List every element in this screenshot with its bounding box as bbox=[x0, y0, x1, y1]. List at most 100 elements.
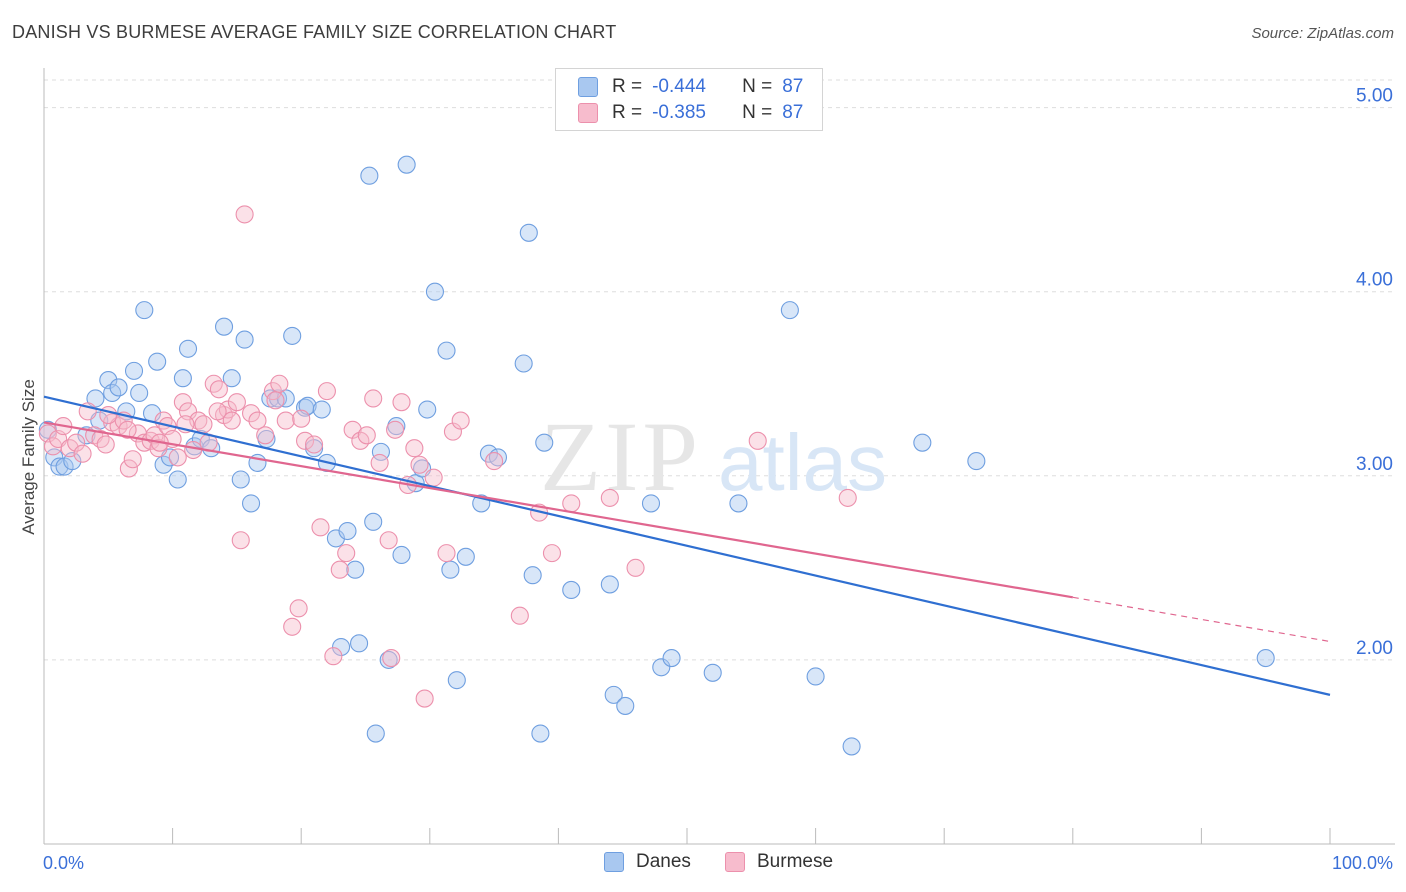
burmese-point bbox=[485, 452, 504, 471]
legend-n-value: 87 bbox=[782, 102, 804, 123]
burmese-point bbox=[510, 606, 529, 625]
danes-point bbox=[168, 470, 187, 489]
burmese-point bbox=[382, 649, 401, 668]
burmese-point bbox=[292, 409, 311, 428]
burmese-point bbox=[317, 382, 336, 401]
burmese-point bbox=[415, 689, 434, 708]
danes-point bbox=[109, 378, 128, 397]
legend-r-value: -0.444 bbox=[652, 76, 706, 97]
x-tick-label-start: 0.0% bbox=[43, 853, 84, 873]
danes-point bbox=[173, 369, 192, 388]
danes-point bbox=[130, 383, 149, 403]
legend-n-label: N = bbox=[742, 76, 773, 97]
danes-point bbox=[842, 737, 861, 756]
legend-r-label: R = bbox=[612, 102, 643, 123]
burmese-point bbox=[96, 435, 115, 454]
danes-point bbox=[600, 575, 619, 594]
burmese-point bbox=[542, 544, 562, 563]
danes-point bbox=[523, 566, 542, 585]
burmese-point bbox=[424, 468, 443, 487]
danes-point bbox=[235, 330, 254, 349]
danes-point bbox=[703, 663, 722, 682]
danes-point bbox=[531, 724, 550, 743]
burmese-point bbox=[626, 558, 645, 577]
danes-point bbox=[392, 545, 411, 565]
burmese-swatch-icon bbox=[578, 103, 598, 123]
burmese-point bbox=[248, 411, 267, 430]
danes-point bbox=[222, 369, 241, 388]
burmese-point bbox=[184, 440, 203, 460]
burmese-point bbox=[123, 450, 142, 469]
axis-labels: Average Family Size 0.0% 100.0% 2.00 3.00… bbox=[19, 86, 1393, 873]
danes-point bbox=[418, 400, 437, 419]
burmese-point bbox=[562, 494, 581, 513]
danes-point bbox=[456, 547, 475, 566]
burmese-point bbox=[364, 389, 383, 408]
danes-point bbox=[283, 326, 302, 345]
danes-point bbox=[1256, 649, 1275, 668]
burmese-point bbox=[149, 439, 168, 458]
danes-point bbox=[360, 166, 379, 185]
burmese-point bbox=[451, 411, 470, 430]
y-tick-label: 3.00 bbox=[1356, 454, 1393, 475]
burmese-trend-line bbox=[43, 421, 1073, 599]
burmese-trend-extension bbox=[1072, 596, 1331, 643]
correlation-legend: R = -0.444 N = 87 R = -0.385 N = 87 bbox=[555, 68, 823, 131]
y-axis-label: Average Family Size bbox=[19, 379, 38, 535]
x-tick-label-end: 100.0% bbox=[1332, 853, 1393, 873]
danes-point bbox=[397, 155, 416, 174]
legend-n-value: 87 bbox=[782, 76, 804, 97]
burmese-point bbox=[838, 488, 857, 507]
burmese-point bbox=[119, 459, 138, 478]
danes-point bbox=[616, 696, 635, 715]
burmese-point bbox=[266, 391, 285, 410]
danes-swatch-icon bbox=[578, 77, 598, 97]
danes-point bbox=[379, 650, 398, 669]
danes-point bbox=[350, 634, 369, 653]
burmese-point bbox=[209, 380, 228, 399]
danes-point bbox=[441, 560, 460, 579]
danes-point bbox=[652, 658, 671, 677]
danes-point bbox=[562, 580, 581, 599]
danes-point bbox=[447, 671, 466, 690]
axes bbox=[43, 68, 1395, 845]
burmese-point bbox=[173, 393, 192, 412]
legend-row-danes: R = -0.444 N = 87 bbox=[578, 75, 803, 99]
burmese-point bbox=[437, 544, 456, 563]
danes-point bbox=[346, 560, 365, 579]
danes-point bbox=[514, 354, 533, 373]
y-tick-label: 4.00 bbox=[1356, 270, 1393, 291]
danes-point bbox=[366, 724, 385, 743]
burmese-point bbox=[208, 402, 227, 421]
legend-item-danes: Danes bbox=[604, 851, 691, 873]
danes-point bbox=[535, 433, 554, 452]
burmese-point bbox=[330, 560, 349, 579]
burmese-point bbox=[118, 420, 137, 439]
y-tick-label: 5.00 bbox=[1356, 86, 1393, 107]
burmese-point bbox=[324, 647, 343, 666]
legend-item-burmese: Burmese bbox=[725, 851, 833, 873]
danes-point bbox=[214, 317, 234, 336]
danes-point bbox=[364, 512, 383, 531]
burmese-point bbox=[283, 617, 302, 636]
burmese-point bbox=[73, 444, 92, 463]
danes-point bbox=[641, 494, 661, 513]
legend-burmese-label: Burmese bbox=[757, 851, 834, 872]
danes-point bbox=[913, 433, 932, 452]
danes-point bbox=[519, 223, 538, 242]
danes-point bbox=[154, 455, 173, 474]
danes-point bbox=[437, 341, 456, 360]
danes-point bbox=[178, 339, 198, 358]
series-legend: Danes Burmese bbox=[0, 851, 1406, 877]
danes-point bbox=[124, 361, 144, 380]
danes-point bbox=[332, 637, 351, 657]
danes-point bbox=[662, 649, 681, 668]
chart-title: DANISH VS BURMESE AVERAGE FAMILY SIZE CO… bbox=[12, 22, 617, 42]
danes-point bbox=[729, 494, 748, 513]
y-tick-label: 2.00 bbox=[1356, 638, 1393, 659]
legend-danes-label: Danes bbox=[636, 851, 691, 872]
data-points bbox=[38, 155, 1275, 756]
danes-point bbox=[135, 301, 154, 320]
danes-point bbox=[241, 494, 261, 513]
